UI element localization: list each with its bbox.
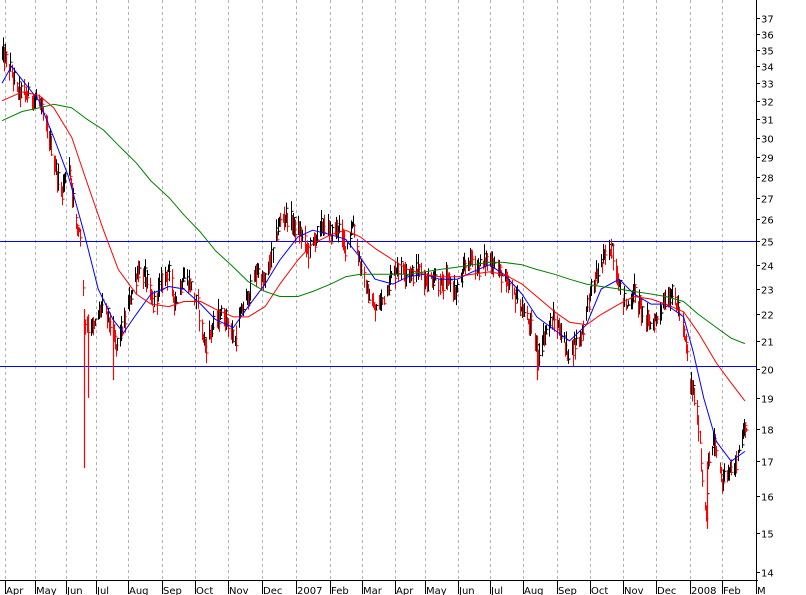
x-tick-label: Oct (591, 586, 608, 595)
y-tick-label: 21 (761, 338, 774, 349)
x-tick-label: May (36, 586, 57, 595)
moving-average-line-3 (1, 103, 746, 345)
y-tick-label: 25 (761, 238, 774, 249)
x-tick-label: Sep (163, 586, 182, 595)
x-tick-label: 2008 (691, 586, 716, 595)
moving-average-line-2 (1, 91, 746, 402)
y-tick-label: 14 (761, 569, 774, 580)
y-tick-label: 29 (761, 154, 774, 165)
y-tick-label: 15 (761, 530, 774, 541)
price-spikes (83, 309, 709, 529)
y-tick-label: 30 (761, 135, 774, 146)
y-tick-label: 35 (761, 47, 774, 58)
y-tick-label: 36 (761, 31, 774, 42)
x-tick-label: Sep (558, 586, 577, 595)
x-axis-ticks: Apr May Jun Jul Aug Sep Oct Nov Dec 2007 Feb Mar Apr… (5, 580, 766, 595)
x-tick-label: Jul (96, 586, 109, 595)
y-tick-label: 33 (761, 80, 774, 91)
y-tick-label: 27 (761, 195, 774, 206)
y-tick-label: 24 (761, 262, 774, 273)
y-tick-label: 17 (761, 458, 774, 469)
x-tick-label: Apr (6, 586, 24, 595)
y-tick-label: 32 (761, 98, 774, 109)
x-tick-label: Oct (196, 586, 213, 595)
x-tick-label: May (426, 586, 447, 595)
y-tick-label: 26 (761, 216, 774, 227)
y-tick-label: 20 (761, 366, 774, 377)
x-tick-label: Aug (129, 586, 149, 595)
y-tick-label: 31 (761, 116, 774, 127)
moving-average-lines (1, 65, 746, 462)
x-tick-label: Jun (66, 586, 83, 595)
x-tick-label: Apr (396, 586, 414, 595)
y-tick-label: 18 (761, 426, 774, 437)
x-tick-label: Feb (723, 586, 741, 595)
x-tick-label: Dec (657, 586, 676, 595)
y-tick-label: 34 (761, 63, 774, 74)
y-tick-label: 22 (761, 311, 774, 322)
horizontal-reference-lines (0, 241, 756, 367)
y-tick-label: 16 (761, 493, 774, 504)
x-tick-label: Dec (263, 586, 282, 595)
x-tick-label: Feb (331, 586, 349, 595)
y-tick-label: 23 (761, 286, 774, 297)
y-tick-label: 19 (761, 395, 774, 406)
x-tick-label: Nov (229, 586, 249, 595)
x-tick-label: Jun (458, 586, 475, 595)
x-tick-label: Nov (624, 586, 644, 595)
y-tick-label: 37 (761, 15, 774, 26)
x-tick-label: M (757, 586, 766, 595)
x-tick-label: Aug (524, 586, 544, 595)
x-tick-label: 2007 (297, 586, 322, 595)
y-tick-label: 28 (761, 174, 774, 185)
x-tick-label: Jul (490, 586, 503, 595)
y-axis-ticks: 14 15 16 17 18 19 20 21 22 23 24 25 26 27 28 29 30 31 32 33… (756, 15, 774, 580)
x-tick-label: Mar (363, 586, 383, 595)
